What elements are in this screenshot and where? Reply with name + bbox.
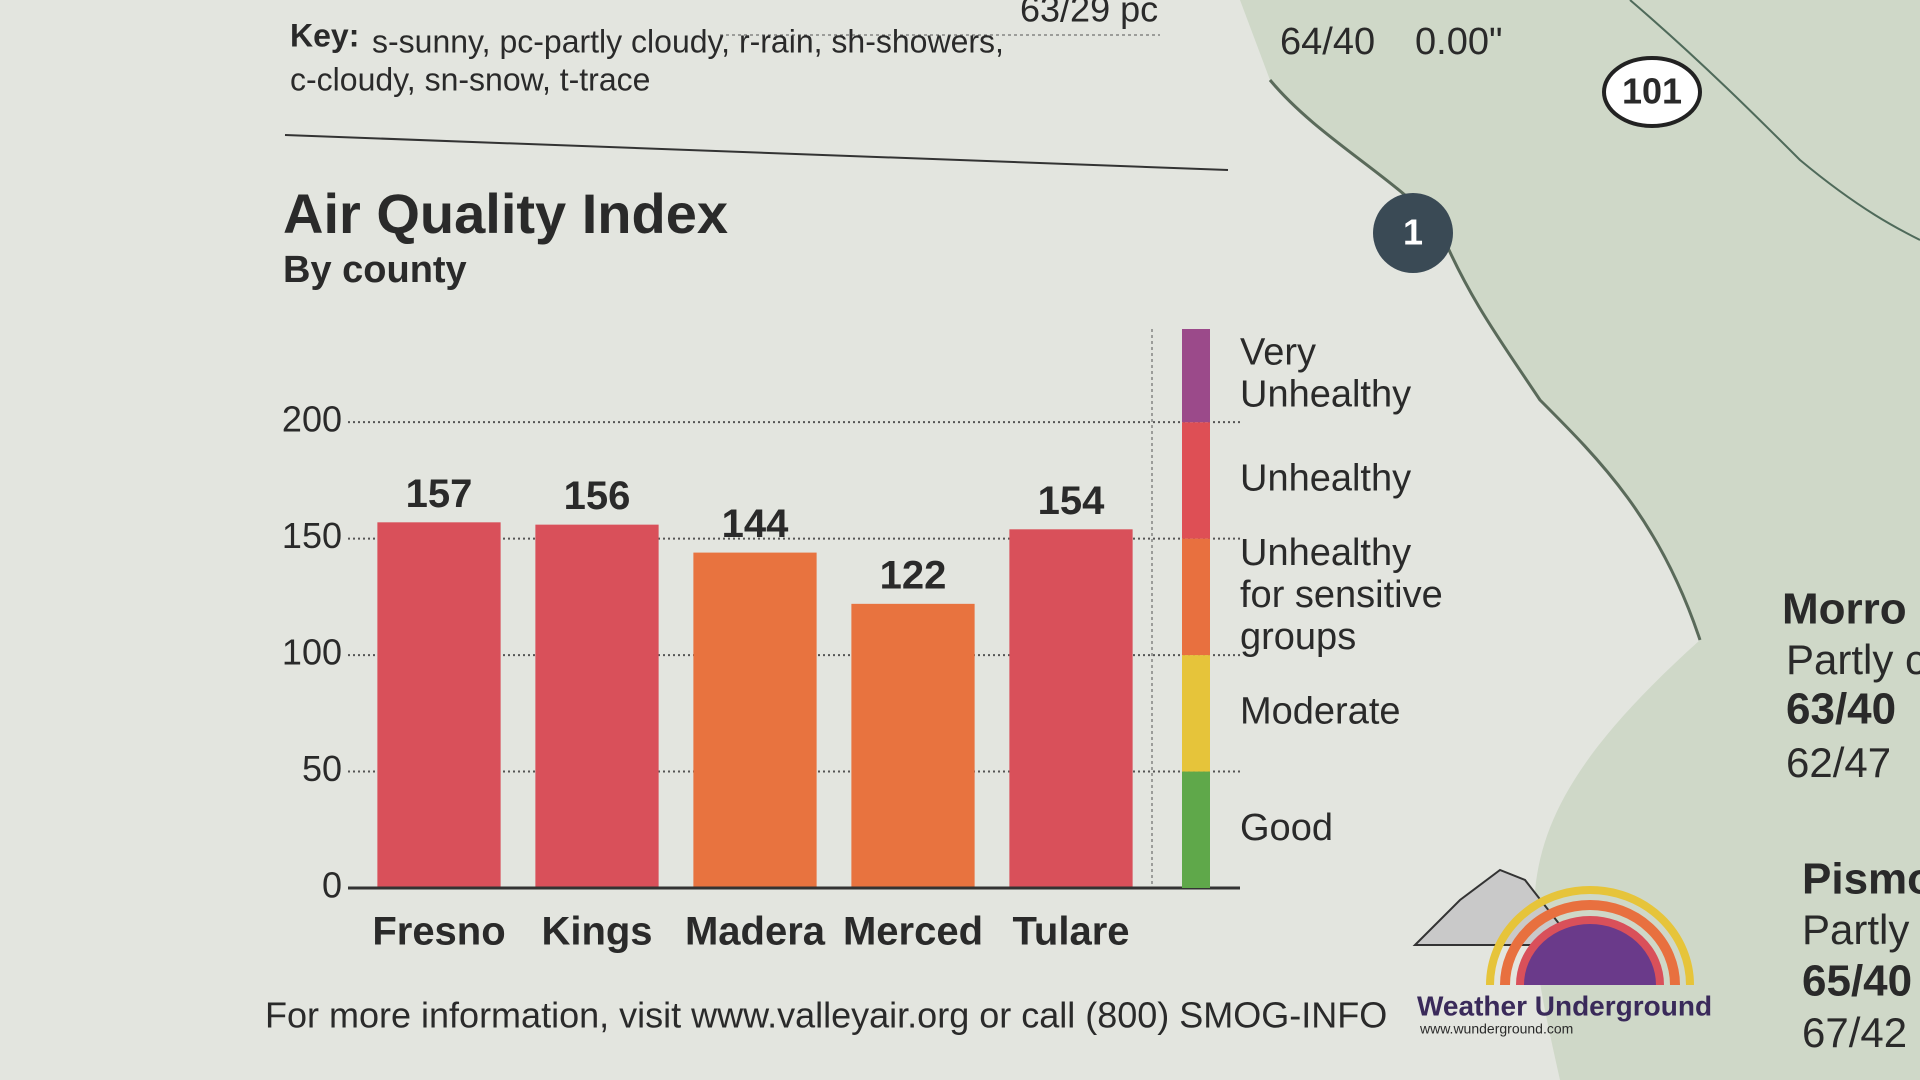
key-text: s-sunny, pc-partly cloudy, r-rain, sh-sh… xyxy=(372,23,1004,59)
map-label: Morro xyxy=(1782,585,1907,634)
scale-label: Unhealthy xyxy=(1240,457,1411,499)
bar xyxy=(535,524,659,888)
bar xyxy=(693,552,817,888)
x-tick-label: Madera xyxy=(685,910,826,954)
logo-rainbow xyxy=(1516,916,1664,986)
x-tick-label: Tulare xyxy=(1012,910,1129,954)
footer: For more information, visit www.valleyai… xyxy=(265,995,1387,1036)
map-label: 63/40 xyxy=(1786,685,1896,734)
bar xyxy=(1009,529,1133,888)
y-tick-label: 100 xyxy=(282,632,342,673)
route-shield xyxy=(1602,56,1702,128)
y-tick-label: 0 xyxy=(322,865,342,906)
map-label: 64/40 xyxy=(1280,21,1375,63)
y-tick-label: 50 xyxy=(302,748,342,789)
key-text: c-cloudy, sn-snow, t-trace xyxy=(290,61,650,97)
route-marker xyxy=(1373,193,1453,273)
scale-label: Moderate xyxy=(1240,690,1401,732)
bar xyxy=(377,522,501,888)
value-label: 122 xyxy=(880,553,947,597)
x-tick-label: Fresno xyxy=(372,910,505,954)
map-label: Partly xyxy=(1802,906,1909,953)
map-label: 62/47 xyxy=(1786,739,1891,786)
map-label: 67/42 xyxy=(1802,1009,1907,1056)
scale-label: Very xyxy=(1240,332,1316,374)
map-label: 1 xyxy=(1403,212,1423,253)
logo-name: Weather Underground xyxy=(1417,990,1712,1021)
map-label: Pismo xyxy=(1802,855,1920,904)
logo-rainbow xyxy=(1500,900,1680,986)
value-label: 154 xyxy=(1038,479,1105,523)
y-tick-label: 150 xyxy=(282,515,342,556)
value-label: 156 xyxy=(564,474,631,518)
logo-rainbow xyxy=(1486,886,1694,986)
chart-subtitle: By county xyxy=(283,249,467,291)
chart-title: Air Quality Index xyxy=(283,182,728,245)
top-fragment: 63/29 pc xyxy=(1020,0,1158,30)
map-label: 101 xyxy=(1622,71,1682,112)
map-label: 0.00" xyxy=(1415,21,1502,63)
scale-label: for sensitive xyxy=(1240,574,1443,616)
coastline xyxy=(1268,79,1702,641)
road xyxy=(1629,0,1920,241)
scale-band xyxy=(1182,538,1210,656)
scale-label: Unhealthy xyxy=(1240,532,1411,574)
scale-band xyxy=(1182,329,1210,423)
value-label: 157 xyxy=(406,472,473,516)
scale-band xyxy=(1182,655,1210,772)
key-label: Key: xyxy=(290,17,359,53)
scale-band xyxy=(1182,771,1210,888)
map-label: 65/40 xyxy=(1802,957,1912,1006)
value-label: 144 xyxy=(722,502,789,546)
map-label: Partly c xyxy=(1786,636,1920,683)
scale-label: Good xyxy=(1240,807,1333,849)
logo-url: www.wunderground.com xyxy=(1419,1021,1573,1037)
scale-label: Unhealthy xyxy=(1240,374,1411,416)
x-tick-label: Kings xyxy=(541,910,652,954)
bar xyxy=(851,603,975,888)
x-tick-label: Merced xyxy=(843,910,983,954)
scale-band xyxy=(1182,422,1210,539)
y-tick-label: 200 xyxy=(282,399,342,440)
map-land xyxy=(1240,0,1920,1080)
scale-label: groups xyxy=(1240,616,1356,658)
separator xyxy=(284,134,1229,171)
